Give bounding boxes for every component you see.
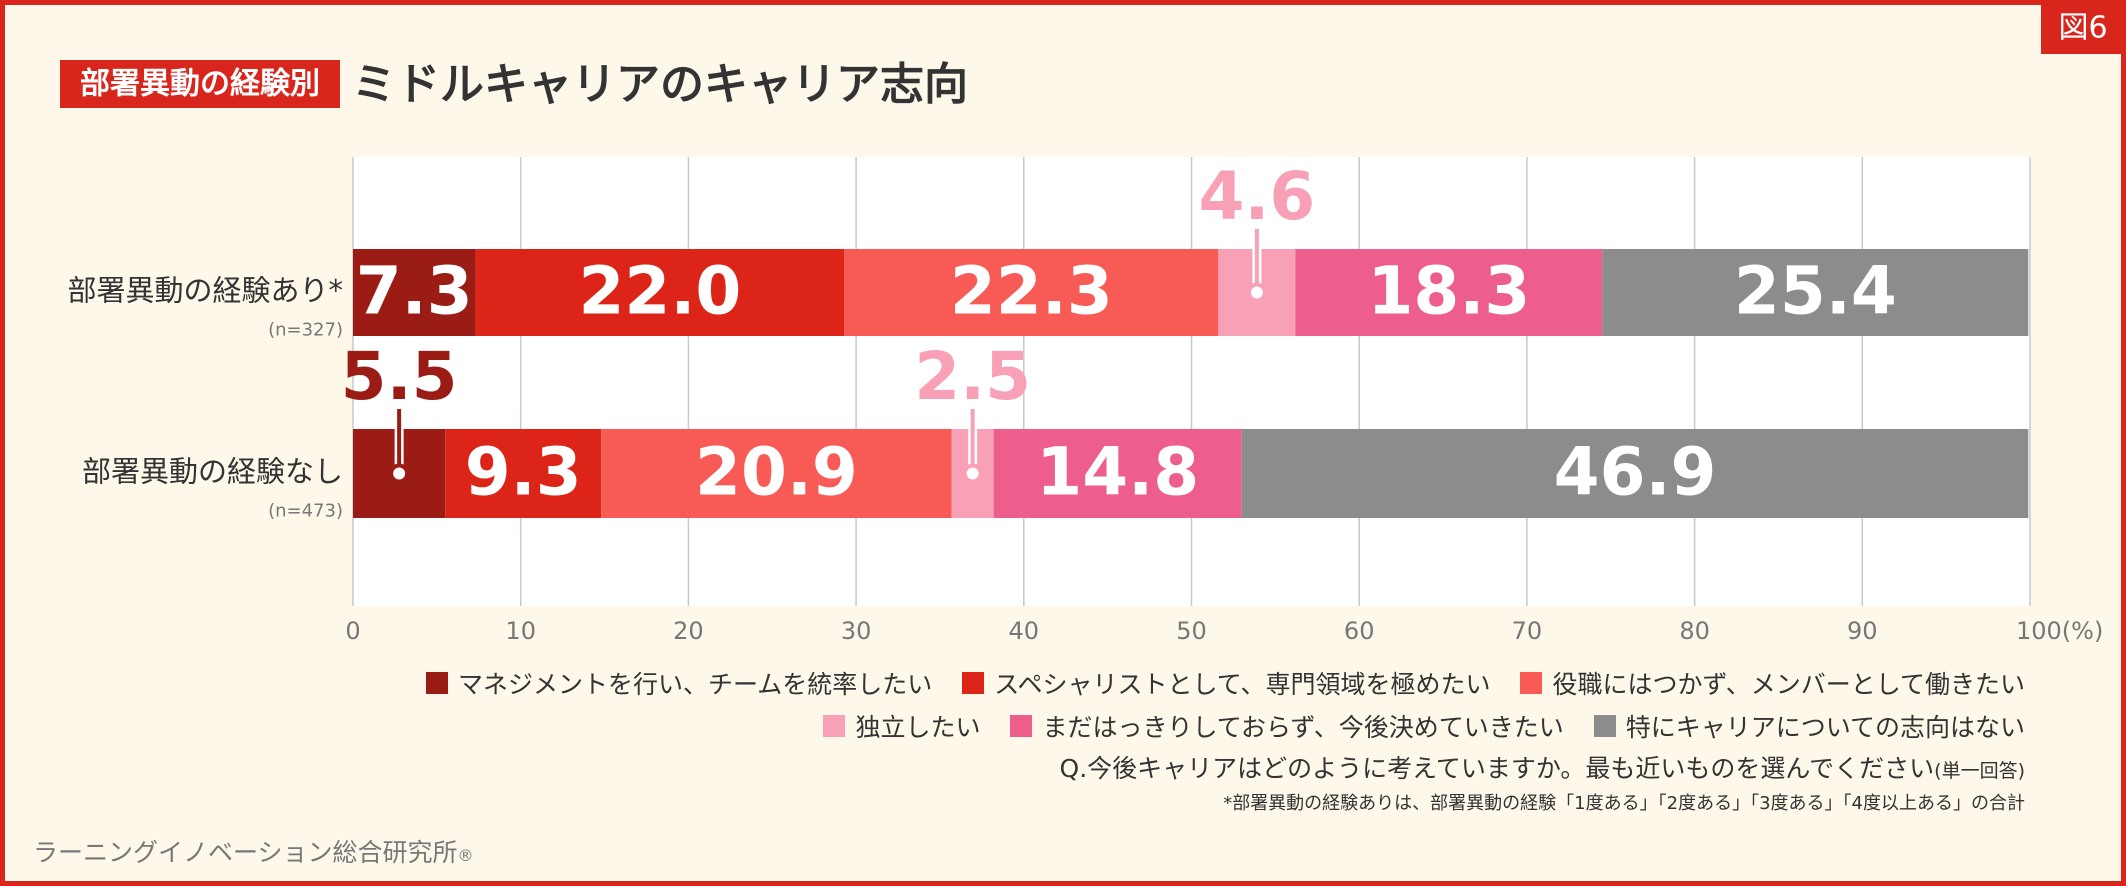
callout-dot xyxy=(1246,282,1267,303)
value-label: 25.4 xyxy=(1734,253,1897,330)
x-tick-label: 50 xyxy=(1176,617,1207,645)
legend-item: スペシャリストとして、専門領域を極めたい xyxy=(962,665,1490,701)
legend-swatch xyxy=(823,715,846,737)
chart: 図6 部署異動の経験別 ミドルキャリアのキャリア志向 0 10 20 30 40 50 60… xyxy=(60,5,2121,645)
value-label: 7.3 xyxy=(356,253,473,330)
legend-item: マネジメントを行い、チームを統率したい xyxy=(425,665,933,701)
legend-item: 独立したい xyxy=(823,708,980,744)
bar-segment xyxy=(844,249,1219,336)
bar-segment xyxy=(1295,249,1603,336)
value-label: 14.8 xyxy=(1036,434,1199,511)
bar-segment xyxy=(993,429,1242,518)
badge: 図6 xyxy=(2058,11,2107,46)
question: Q.今後キャリアはどのように考えていますか。最も近いものを選んでください(単一回… xyxy=(1060,749,2025,785)
chart-title: ミドルキャリアのキャリア志向 xyxy=(352,59,968,110)
value-label: 2.5 xyxy=(914,338,1031,415)
value-label: 22.3 xyxy=(950,253,1113,330)
bar-segment xyxy=(1602,249,2029,336)
question-text: Q.今後キャリアはどのように考えていますか。最も近いものを選んでください xyxy=(1059,754,1935,783)
legend-label: 特にキャリアについての志向はない xyxy=(1625,713,2025,742)
legend-label: 役職にはつかず、メンバーとして働きたい xyxy=(1552,670,2025,699)
value-label: 4.6 xyxy=(1198,158,1315,235)
bar-segment xyxy=(353,249,476,336)
value-label: 5.5 xyxy=(341,338,458,415)
category-label: 部署異動の経験あり* xyxy=(67,274,343,308)
x-tick-label: 10 xyxy=(505,617,536,645)
bar-segment xyxy=(601,429,952,518)
value-label: 46.9 xyxy=(1554,434,1717,511)
x-tick-label: 40 xyxy=(1009,617,1040,645)
legend-label: マネジメントを行い、チームを統率したい xyxy=(457,670,933,699)
question-note: (単一回答) xyxy=(1934,760,2025,782)
callout-dot xyxy=(389,463,410,484)
bar-segment xyxy=(475,249,845,336)
legend-label: まだはっきりしておらず、今後決めていきたい xyxy=(1042,713,1564,742)
legend-row: 独立したい まだはっきりしておらず、今後決めていきたい 特にキャリアについての志向は… xyxy=(823,708,2025,744)
x-tick-label: 0 xyxy=(345,617,360,645)
legend-swatch xyxy=(1520,672,1543,694)
x-tick-label: 30 xyxy=(841,617,872,645)
legend-label: スペシャリストとして、専門領域を極めたい xyxy=(994,670,1491,699)
legend-item: 特にキャリアについての志向はない xyxy=(1593,708,2025,744)
x-tick-label: 80 xyxy=(1679,617,1710,645)
category-label: 部署異動の経験なし xyxy=(82,455,343,489)
legend-swatch xyxy=(425,672,448,694)
x-tick-label: 70 xyxy=(1512,617,1543,645)
value-label: 20.9 xyxy=(695,434,858,511)
bar-segment xyxy=(1241,429,2029,518)
x-tick-label: 90 xyxy=(1847,617,1878,645)
source-text: ラーニングイノベーション総合研究所 xyxy=(33,838,458,867)
category-note: (n=327) xyxy=(268,320,343,341)
source: ラーニングイノベーション総合研究所® xyxy=(33,833,474,869)
x-tick-label: 20 xyxy=(673,617,704,645)
value-label: 22.0 xyxy=(578,253,741,330)
x-tick-label: 60 xyxy=(1344,617,1375,645)
title-tag: 部署異動の経験別 xyxy=(80,67,320,102)
x-tick-label: 100(%) xyxy=(2016,617,2103,645)
value-label: 18.3 xyxy=(1367,253,1530,330)
badge-bg xyxy=(2041,5,2121,54)
source-mark: ® xyxy=(457,846,474,865)
legend-swatch xyxy=(962,672,985,694)
callout-dot xyxy=(962,463,983,484)
legend-label: 独立したい xyxy=(855,713,981,742)
legend-swatch xyxy=(1593,715,1616,737)
title-tag-bg xyxy=(60,60,340,108)
category-note: (n=473) xyxy=(268,501,343,522)
value-label: 9.3 xyxy=(465,434,582,511)
bar-segment xyxy=(445,429,602,518)
legend-row: マネジメントを行い、チームを統率したい スペシャリストとして、専門領域を極めたい 役… xyxy=(425,665,2025,701)
footnote: *部署異動の経験ありは、部署異動の経験「1度ある」「2度ある」「3度ある」「4度… xyxy=(1223,793,2025,814)
legend-swatch xyxy=(1010,715,1033,737)
legend-item: 役職にはつかず、メンバーとして働きたい xyxy=(1520,665,2025,701)
legend-item: まだはっきりしておらず、今後決めていきたい xyxy=(1010,708,1564,744)
